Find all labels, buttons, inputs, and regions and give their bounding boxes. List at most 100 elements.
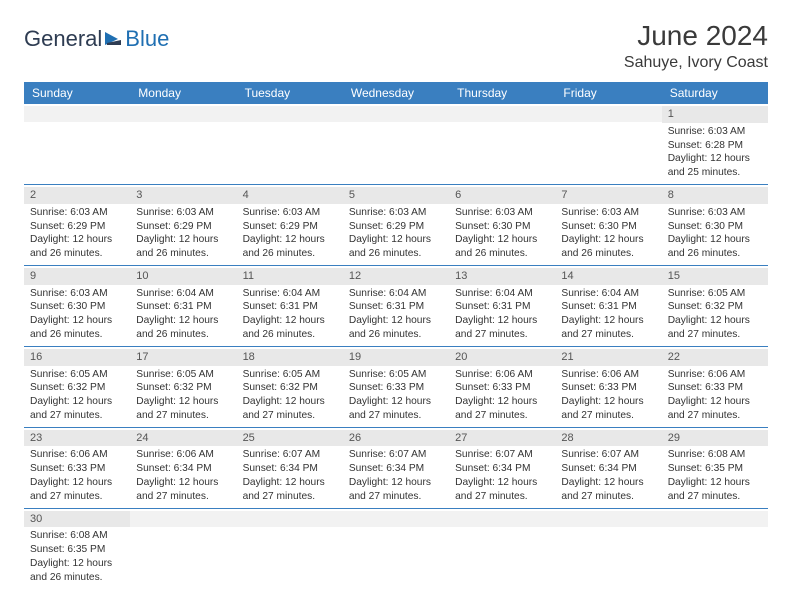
- day-cell-empty: [662, 509, 768, 589]
- daylight-line: and 27 minutes.: [136, 490, 230, 504]
- sunrise-line: Sunrise: 6:04 AM: [136, 287, 230, 301]
- day-number: 18: [237, 349, 343, 366]
- day-cell: 30Sunrise: 6:08 AMSunset: 6:35 PMDayligh…: [24, 509, 130, 589]
- day-cell: 21Sunrise: 6:06 AMSunset: 6:33 PMDayligh…: [555, 347, 661, 427]
- daylight-line: Daylight: 12 hours: [30, 395, 124, 409]
- sunset-line: Sunset: 6:32 PM: [243, 381, 337, 395]
- week-row: 16Sunrise: 6:05 AMSunset: 6:32 PMDayligh…: [24, 347, 768, 428]
- day-cell: 4Sunrise: 6:03 AMSunset: 6:29 PMDaylight…: [237, 185, 343, 265]
- day-number: 4: [237, 187, 343, 204]
- day-cell: 16Sunrise: 6:05 AMSunset: 6:32 PMDayligh…: [24, 347, 130, 427]
- dow-sunday: Sunday: [24, 82, 130, 104]
- day-number: 16: [24, 349, 130, 366]
- sunset-line: Sunset: 6:34 PM: [243, 462, 337, 476]
- day-number: 27: [449, 430, 555, 447]
- sunrise-line: Sunrise: 6:03 AM: [30, 206, 124, 220]
- daylight-line: Daylight: 12 hours: [30, 314, 124, 328]
- daylight-line: and 27 minutes.: [136, 409, 230, 423]
- sunset-line: Sunset: 6:31 PM: [243, 300, 337, 314]
- daylight-line: Daylight: 12 hours: [668, 152, 762, 166]
- sunset-line: Sunset: 6:28 PM: [668, 139, 762, 153]
- daylight-line: and 26 minutes.: [136, 328, 230, 342]
- day-number: 1: [662, 106, 768, 123]
- daylight-line: and 26 minutes.: [30, 328, 124, 342]
- day-cell: 12Sunrise: 6:04 AMSunset: 6:31 PMDayligh…: [343, 266, 449, 346]
- sunrise-line: Sunrise: 6:07 AM: [561, 448, 655, 462]
- daylight-line: and 27 minutes.: [561, 490, 655, 504]
- sunset-line: Sunset: 6:31 PM: [455, 300, 549, 314]
- sunrise-line: Sunrise: 6:04 AM: [349, 287, 443, 301]
- sunset-line: Sunset: 6:30 PM: [455, 220, 549, 234]
- daylight-line: and 26 minutes.: [243, 328, 337, 342]
- sunset-line: Sunset: 6:34 PM: [349, 462, 443, 476]
- day-cell: 10Sunrise: 6:04 AMSunset: 6:31 PMDayligh…: [130, 266, 236, 346]
- sunrise-line: Sunrise: 6:03 AM: [349, 206, 443, 220]
- day-cell: 1 Sunrise: 6:03 AMSunset: 6:28 PMDaylight…: [662, 104, 768, 184]
- day-cell-empty: [237, 104, 343, 184]
- sunrise-line: Sunrise: 6:08 AM: [30, 529, 124, 543]
- day-number: 22: [662, 349, 768, 366]
- daylight-line: Daylight: 12 hours: [349, 233, 443, 247]
- daylight-line: Daylight: 12 hours: [561, 476, 655, 490]
- daylight-line: Daylight: 12 hours: [455, 233, 549, 247]
- day-number: 26: [343, 430, 449, 447]
- day-cell: 28Sunrise: 6:07 AMSunset: 6:34 PMDayligh…: [555, 428, 661, 508]
- day-number: 21: [555, 349, 661, 366]
- day-cell: 24Sunrise: 6:06 AMSunset: 6:34 PMDayligh…: [130, 428, 236, 508]
- sunset-line: Sunset: 6:29 PM: [136, 220, 230, 234]
- day-number: 12: [343, 268, 449, 285]
- calendar: SundayMondayTuesdayWednesdayThursdayFrid…: [24, 82, 768, 588]
- sunset-line: Sunset: 6:35 PM: [30, 543, 124, 557]
- daylight-line: and 27 minutes.: [243, 490, 337, 504]
- day-cell-empty: [237, 509, 343, 589]
- week-row: 9Sunrise: 6:03 AMSunset: 6:30 PMDaylight…: [24, 266, 768, 347]
- day-number: [449, 511, 555, 527]
- day-cell: 19Sunrise: 6:05 AMSunset: 6:33 PMDayligh…: [343, 347, 449, 427]
- sunset-line: Sunset: 6:30 PM: [668, 220, 762, 234]
- sunrise-line: Sunrise: 6:06 AM: [136, 448, 230, 462]
- sunrise-line: Sunrise: 6:06 AM: [30, 448, 124, 462]
- daylight-line: and 27 minutes.: [668, 328, 762, 342]
- day-number: 24: [130, 430, 236, 447]
- day-number: 3: [130, 187, 236, 204]
- day-cell: 3Sunrise: 6:03 AMSunset: 6:29 PMDaylight…: [130, 185, 236, 265]
- day-cell: 17Sunrise: 6:05 AMSunset: 6:32 PMDayligh…: [130, 347, 236, 427]
- day-cell-empty: [555, 509, 661, 589]
- logo-flag-icon: [104, 30, 124, 48]
- daylight-line: Daylight: 12 hours: [30, 476, 124, 490]
- sunset-line: Sunset: 6:31 PM: [561, 300, 655, 314]
- sunset-line: Sunset: 6:33 PM: [668, 381, 762, 395]
- day-of-week-header: SundayMondayTuesdayWednesdayThursdayFrid…: [24, 82, 768, 104]
- sunset-line: Sunset: 6:32 PM: [30, 381, 124, 395]
- day-number: 8: [662, 187, 768, 204]
- daylight-line: Daylight: 12 hours: [136, 314, 230, 328]
- sunrise-line: Sunrise: 6:08 AM: [668, 448, 762, 462]
- sunrise-line: Sunrise: 6:06 AM: [455, 368, 549, 382]
- day-number: [130, 511, 236, 527]
- dow-wednesday: Wednesday: [343, 82, 449, 104]
- sunrise-line: Sunrise: 6:07 AM: [243, 448, 337, 462]
- sunset-line: Sunset: 6:33 PM: [561, 381, 655, 395]
- daylight-line: Daylight: 12 hours: [668, 233, 762, 247]
- daylight-line: Daylight: 12 hours: [455, 395, 549, 409]
- sunrise-line: Sunrise: 6:03 AM: [243, 206, 337, 220]
- sunrise-line: Sunrise: 6:07 AM: [349, 448, 443, 462]
- sunrise-line: Sunrise: 6:05 AM: [243, 368, 337, 382]
- day-cell-empty: [130, 509, 236, 589]
- week-row: 23Sunrise: 6:06 AMSunset: 6:33 PMDayligh…: [24, 428, 768, 509]
- daylight-line: Daylight: 12 hours: [455, 476, 549, 490]
- sunrise-line: Sunrise: 6:03 AM: [561, 206, 655, 220]
- week-row: 1 Sunrise: 6:03 AMSunset: 6:28 PMDaylight…: [24, 104, 768, 185]
- sunrise-line: Sunrise: 6:05 AM: [136, 368, 230, 382]
- day-number: [237, 106, 343, 122]
- daylight-line: and 26 minutes.: [561, 247, 655, 261]
- sunrise-line: Sunrise: 6:05 AM: [668, 287, 762, 301]
- sunrise-line: Sunrise: 6:03 AM: [668, 125, 762, 139]
- sunrise-line: Sunrise: 6:06 AM: [561, 368, 655, 382]
- day-cell: 7Sunrise: 6:03 AMSunset: 6:30 PMDaylight…: [555, 185, 661, 265]
- sunrise-line: Sunrise: 6:04 AM: [243, 287, 337, 301]
- day-number: 20: [449, 349, 555, 366]
- daylight-line: Daylight: 12 hours: [668, 314, 762, 328]
- sunset-line: Sunset: 6:30 PM: [561, 220, 655, 234]
- daylight-line: and 27 minutes.: [30, 409, 124, 423]
